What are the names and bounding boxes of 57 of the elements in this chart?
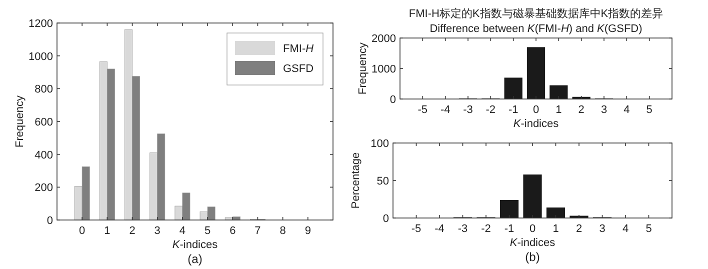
chart-subtitle: Difference between K(FMI-H) and K(GSFD)	[430, 23, 642, 35]
y-tick-label: 2000	[372, 33, 396, 45]
y-tick-label: 800	[34, 84, 53, 96]
x-tick-label: -4	[440, 104, 450, 116]
x-tick-label: 2	[578, 104, 584, 116]
x-tick-label: 4	[622, 223, 629, 235]
x-tick-label: 3	[154, 225, 160, 237]
x-tick-label: 9	[304, 225, 311, 237]
x-tick-label: 5	[646, 104, 652, 116]
y-tick-label: 1200	[28, 18, 53, 30]
text: (b)	[525, 250, 540, 264]
y-tick-label: 400	[34, 149, 53, 162]
y-tick-label: 200	[34, 182, 53, 194]
y-tick-label: 600	[34, 116, 53, 128]
y-tick-label: 100	[370, 138, 389, 150]
x-tick-label: 2	[576, 223, 582, 235]
legend-label: FMI-H	[283, 43, 314, 55]
x-tick-label: -2	[486, 104, 496, 116]
y-tick-label: 1000	[28, 50, 53, 63]
x-tick-label: -5	[411, 223, 422, 235]
y-tick-label: 50	[376, 176, 389, 188]
chart-title: FMI-H标定的K指数与磁暴基础数据库中K指数的差异	[408, 7, 664, 20]
y-axis-title: Frequency	[357, 42, 369, 94]
x-tick-label: -2	[481, 223, 491, 235]
y-tick-label: 0	[46, 215, 53, 227]
x-tick-label: 5	[204, 225, 211, 237]
x-tick-label: 4	[624, 104, 630, 116]
y-axis-title: Frequency	[14, 95, 26, 148]
x-tick-label: 0	[532, 104, 540, 116]
x-axis-title: K-indices	[172, 239, 218, 251]
x-tick-label: 7	[254, 225, 261, 237]
x-axis-title: K-indices	[510, 237, 556, 249]
x-tick-label: -5	[418, 104, 428, 116]
x-tick-label: -4	[434, 223, 444, 235]
x-axis-title: K-indices	[513, 118, 560, 130]
y-axis-title: Percentage	[350, 152, 362, 209]
x-tick-label: -1	[504, 223, 514, 235]
y-tick-label: 0	[382, 213, 389, 225]
x-tick-label: -1	[508, 104, 518, 116]
x-tick-label: 6	[230, 225, 236, 237]
x-tick-label: 1	[104, 225, 110, 237]
x-tick-label: 3	[599, 223, 606, 235]
x-tick-label: 2	[129, 225, 136, 237]
y-tick-label: 0	[390, 94, 396, 106]
x-tick-label: 5	[646, 223, 652, 235]
y-tick-label: 1000	[372, 64, 396, 76]
x-tick-label: -3	[458, 223, 468, 235]
x-tick-label: 8	[280, 225, 286, 237]
x-tick-label: 4	[179, 225, 186, 237]
text: (a)	[188, 252, 202, 266]
x-tick-label: 0	[529, 223, 536, 235]
legend-label: GSFD	[283, 63, 314, 75]
x-tick-label: 3	[600, 104, 608, 116]
x-tick-label: 0	[79, 225, 86, 237]
x-tick-label: 1	[556, 104, 562, 116]
x-tick-label: -3	[463, 104, 473, 116]
x-tick-label: 1	[552, 223, 559, 235]
